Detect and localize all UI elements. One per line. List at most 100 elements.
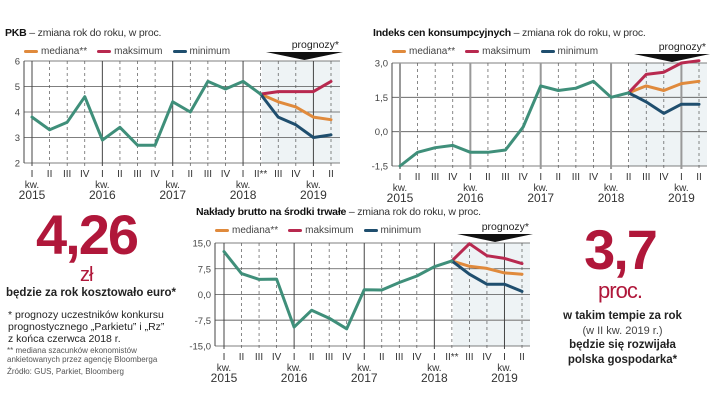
investment-xtick-label: II [309, 352, 315, 363]
investment-year-label: 2017 [351, 371, 378, 385]
investment-year-kw-label: kw. [497, 363, 511, 374]
legend-max-label: maksimum [305, 225, 354, 236]
pkb-xtick-label: II [117, 169, 123, 180]
pkb-ytick-label: 4 [15, 108, 20, 119]
pkb-series-maksimum [259, 79, 333, 96]
pkb-ytick-label: 6 [15, 57, 20, 68]
cpi-xtick-label: II [626, 172, 632, 183]
cpi-xtick-label: III [431, 172, 439, 183]
investment-xtick-label: IV [412, 352, 422, 363]
min-swatch-icon [172, 50, 187, 53]
cpi-title-rest: – zmiana rok do roku, w proc. [510, 27, 646, 39]
pkb-xtick-label: III [63, 169, 71, 180]
pkb-xtick-label: II** [254, 169, 267, 180]
pkb-chart-title: PKB – zmiana rok do roku, w proc. [5, 27, 161, 39]
footnote-star2-line2: ankietowanych przez agencję Bloomberga [7, 355, 158, 364]
footnote-star1-line2: prognostycznego „Parkietu” i „Rz” [8, 321, 165, 333]
cpi-ytick-label: -1,5 [372, 162, 388, 173]
pkb-xtick-label: II [328, 169, 334, 180]
pkb-ytick-label: 3 [15, 133, 20, 144]
legend-max: maksimum [465, 46, 531, 57]
pkb-xtick-label: II [47, 169, 53, 180]
cpi-forecast-label: prognozy* [659, 41, 706, 53]
cpi-xtick-label: III [572, 172, 580, 183]
pkb-xtick-label: III [133, 169, 141, 180]
legend-min-label: minimum [380, 225, 422, 236]
cpi-series-minimum [627, 91, 701, 115]
median-swatch-icon [392, 50, 406, 53]
investment-xtick-label: III [255, 352, 263, 363]
investment-forecast-arrow-icon [457, 234, 533, 242]
cpi-series-mediana [627, 79, 701, 95]
investment-xtick-label: III [465, 352, 473, 363]
investment-series-minimum [450, 259, 524, 293]
cpi-xtick-label: IV [448, 172, 458, 183]
investment-series-actual [222, 250, 454, 331]
pkb-xtick-label: I [242, 169, 245, 180]
cpi-xtick-label: I [539, 172, 542, 183]
max-swatch-icon [465, 50, 480, 53]
investment-xtick-label: II [379, 352, 385, 363]
pkb-year-kw-label: kw. [306, 180, 320, 191]
cpi-year-kw-label: kw. [604, 183, 618, 194]
investment-xtick-label: III [325, 352, 333, 363]
pkb-xtick-label: IV [291, 169, 301, 180]
cpi-legend: mediana** maksimum minimum [392, 46, 604, 57]
pkb-ytick-label: 5 [15, 82, 20, 93]
min-swatch-icon [363, 229, 378, 232]
investment-xtick-label: II** [445, 352, 458, 363]
investment-xtick-label: IV [272, 352, 282, 363]
investment-year-label: 2018 [421, 371, 448, 385]
legend-min-label: minimum [557, 46, 599, 57]
gdp-caption-line2: (w II kw. 2019 r.) [582, 325, 663, 337]
median-swatch-icon [215, 229, 229, 232]
cpi-xtick-label: I [610, 172, 613, 183]
cpi-xtick-label: II [556, 172, 562, 183]
investment-ytick-label: -15,0 [189, 342, 211, 353]
euro-value: 4,26 [36, 203, 139, 266]
gdp-caption-line3: będzie się rozwijała [569, 339, 676, 351]
gdp-caption-line1: w takim tempie za rok [563, 310, 682, 322]
investment-xtick-label: IV [342, 352, 352, 363]
legend-median: mediana** [215, 225, 278, 236]
cpi-xtick-label: IV [589, 172, 599, 183]
cpi-title-bold: Indeks cen konsumpcyjnych [373, 27, 511, 39]
gdp-unit: proc. [598, 278, 643, 303]
investment-ytick-label: 0,0 [198, 290, 211, 301]
pkb-year-label: 2017 [159, 188, 186, 202]
pkb-title-rest: – zmiana rok do roku, w proc. [26, 27, 162, 39]
pkb-xtick-label: IV [80, 169, 90, 180]
pkb-title-bold: PKB [5, 27, 27, 39]
pkb-ytick-label: 2 [15, 159, 20, 170]
legend-min: minimum [172, 46, 231, 57]
pkb-series-actual [30, 79, 263, 147]
pkb-year-label: 2018 [230, 188, 257, 202]
source-note: Źródło: GUS, Parkiet, Bloomberg [7, 367, 124, 376]
cpi-xtick-label: II [485, 172, 491, 183]
legend-max: maksimum [288, 225, 354, 236]
investment-year-label: 2015 [211, 371, 238, 385]
legend-min: minimum [540, 46, 599, 57]
gdp-caption-line4: polska gospodarka* [567, 354, 678, 366]
pkb-xtick-label: III [274, 169, 282, 180]
cpi-xtick-label: III [501, 172, 509, 183]
pkb-year-kw-label: kw. [165, 180, 179, 191]
legend-max-label: maksimum [114, 46, 163, 57]
investment-year-label: 2019 [491, 371, 518, 385]
pkb-legend: mediana** maksimum minimum [24, 46, 236, 57]
investment-xtick-label: II [519, 352, 525, 363]
pkb-year-label: 2015 [19, 188, 46, 202]
footnote-star1-line1: * prognozy uczestników konkursu [8, 309, 164, 321]
pkb-year-label: 2019 [300, 188, 327, 202]
pkb-forecast-arrow-icon [265, 52, 343, 60]
max-swatch-icon [288, 229, 303, 232]
median-swatch-icon [24, 50, 38, 53]
cpi-xtick-label: III [642, 172, 650, 183]
investment-legend: mediana** maksimum minimum [215, 225, 427, 236]
investment-year-kw-label: kw. [427, 363, 441, 374]
legend-min-label: minimum [189, 46, 231, 57]
pkb-xtick-label: I [312, 169, 315, 180]
cpi-series-actual [398, 79, 631, 168]
footnote-star1: * prognozy uczestników konkursu prognost… [8, 309, 164, 345]
